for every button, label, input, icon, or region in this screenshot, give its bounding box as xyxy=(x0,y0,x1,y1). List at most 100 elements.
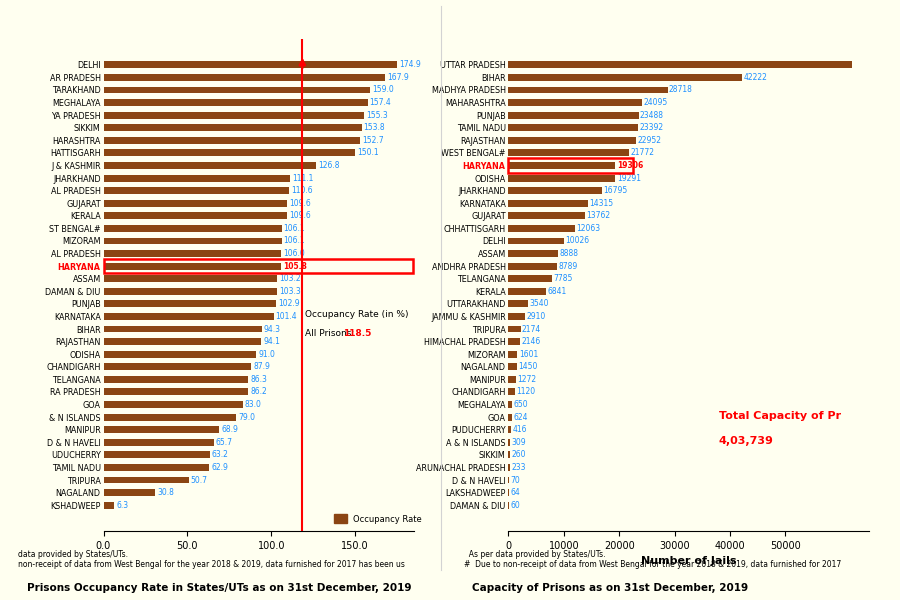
Bar xyxy=(104,99,368,106)
Text: 24095: 24095 xyxy=(644,98,668,107)
Text: 106.1: 106.1 xyxy=(284,224,305,233)
Text: 150.1: 150.1 xyxy=(357,148,379,157)
Bar xyxy=(104,413,236,421)
Text: 94.1: 94.1 xyxy=(264,337,280,346)
Bar xyxy=(508,61,852,68)
Text: 109.6: 109.6 xyxy=(290,211,311,220)
Bar xyxy=(104,263,281,269)
Text: As per data provided by States/UTs.: As per data provided by States/UTs. xyxy=(464,550,605,559)
Bar xyxy=(104,401,243,408)
Bar xyxy=(104,200,287,206)
Text: 19306: 19306 xyxy=(616,161,643,170)
Bar xyxy=(104,61,397,68)
Text: All Prisons:: All Prisons: xyxy=(305,329,357,338)
Text: Occupancy Rate (in %): Occupancy Rate (in %) xyxy=(305,310,409,319)
Bar xyxy=(104,502,114,509)
Bar xyxy=(104,137,360,144)
Bar xyxy=(508,162,616,169)
Text: 62.9: 62.9 xyxy=(212,463,228,472)
Text: 2146: 2146 xyxy=(522,337,541,346)
Text: 13762: 13762 xyxy=(586,211,610,220)
Text: 106.0: 106.0 xyxy=(284,249,305,258)
Bar xyxy=(508,376,516,383)
Text: 1120: 1120 xyxy=(516,388,536,397)
Bar xyxy=(104,250,282,257)
Bar xyxy=(508,313,525,320)
Text: 260: 260 xyxy=(511,451,526,460)
Bar xyxy=(508,149,629,157)
Text: 111.1: 111.1 xyxy=(292,173,313,182)
Text: 3540: 3540 xyxy=(529,299,549,308)
Text: 650: 650 xyxy=(514,400,528,409)
Text: Total Capacity of Pr: Total Capacity of Pr xyxy=(719,411,842,421)
Text: 159.0: 159.0 xyxy=(373,85,394,94)
Text: 79.0: 79.0 xyxy=(238,413,255,422)
Text: 28718: 28718 xyxy=(669,85,693,94)
Bar xyxy=(508,225,575,232)
Bar xyxy=(104,112,365,119)
Text: non-receipt of data from West Bengal for the year 2018 & 2019, data furnished fo: non-receipt of data from West Bengal for… xyxy=(18,560,405,569)
Text: Capacity of Prisons as on 31st December, 2019: Capacity of Prisons as on 31st December,… xyxy=(472,583,749,593)
Text: 1601: 1601 xyxy=(518,350,538,359)
Bar xyxy=(508,464,509,471)
Text: 83.0: 83.0 xyxy=(245,400,262,409)
Bar xyxy=(508,200,588,206)
Text: 101.4: 101.4 xyxy=(275,312,297,321)
Bar xyxy=(104,74,385,81)
Text: 1272: 1272 xyxy=(517,375,536,384)
Text: 2174: 2174 xyxy=(522,325,541,334)
Bar xyxy=(104,351,256,358)
Bar xyxy=(104,225,282,232)
Bar xyxy=(104,439,214,446)
Bar xyxy=(104,326,262,332)
Legend: Occupancy Rate: Occupancy Rate xyxy=(331,511,426,527)
Text: 14315: 14315 xyxy=(590,199,613,208)
Text: 6841: 6841 xyxy=(548,287,567,296)
Text: 70: 70 xyxy=(510,476,520,485)
Text: 16795: 16795 xyxy=(603,186,627,195)
Text: 152.7: 152.7 xyxy=(362,136,383,145)
Text: 68.9: 68.9 xyxy=(221,425,238,434)
Text: 91.0: 91.0 xyxy=(258,350,275,359)
Text: 106.1: 106.1 xyxy=(284,236,305,245)
Bar xyxy=(508,426,511,433)
Text: 157.4: 157.4 xyxy=(370,98,392,107)
Bar xyxy=(508,364,517,370)
Text: 94.3: 94.3 xyxy=(264,325,281,334)
Text: 174.9: 174.9 xyxy=(399,61,421,70)
Text: 233: 233 xyxy=(511,463,526,472)
Bar xyxy=(508,451,510,458)
Text: 103.3: 103.3 xyxy=(279,287,301,296)
Text: 102.9: 102.9 xyxy=(278,299,300,308)
Text: 8789: 8789 xyxy=(559,262,578,271)
Text: 1450: 1450 xyxy=(518,362,537,371)
Bar xyxy=(104,364,251,370)
Bar xyxy=(104,275,276,282)
Text: 23392: 23392 xyxy=(639,123,663,132)
Text: 105.8: 105.8 xyxy=(284,262,307,271)
Text: 153.8: 153.8 xyxy=(364,123,385,132)
Bar xyxy=(508,413,512,421)
Text: #  Due to non-receipt of data from West Bengal for the year 2018 & 2019, data fu: # Due to non-receipt of data from West B… xyxy=(464,560,841,569)
Text: 4,03,739: 4,03,739 xyxy=(719,436,774,446)
Bar xyxy=(104,238,282,244)
Bar xyxy=(508,124,638,131)
Bar xyxy=(104,426,219,433)
Text: data provided by States/UTs.: data provided by States/UTs. xyxy=(18,550,128,559)
Text: 118.5: 118.5 xyxy=(344,329,372,338)
Text: 10026: 10026 xyxy=(565,236,590,245)
Text: 86.2: 86.2 xyxy=(250,388,267,397)
Text: 12063: 12063 xyxy=(577,224,601,233)
X-axis label: Number of Jails: Number of Jails xyxy=(641,556,736,566)
Text: 23488: 23488 xyxy=(640,110,664,119)
Bar xyxy=(104,187,289,194)
Bar xyxy=(508,250,558,257)
Text: 87.9: 87.9 xyxy=(253,362,270,371)
Bar xyxy=(508,275,552,282)
Text: 7785: 7785 xyxy=(553,274,572,283)
Bar xyxy=(104,86,371,94)
Bar xyxy=(104,376,248,383)
Bar xyxy=(104,175,290,182)
Text: 64: 64 xyxy=(510,488,520,497)
Text: 8888: 8888 xyxy=(559,249,578,258)
